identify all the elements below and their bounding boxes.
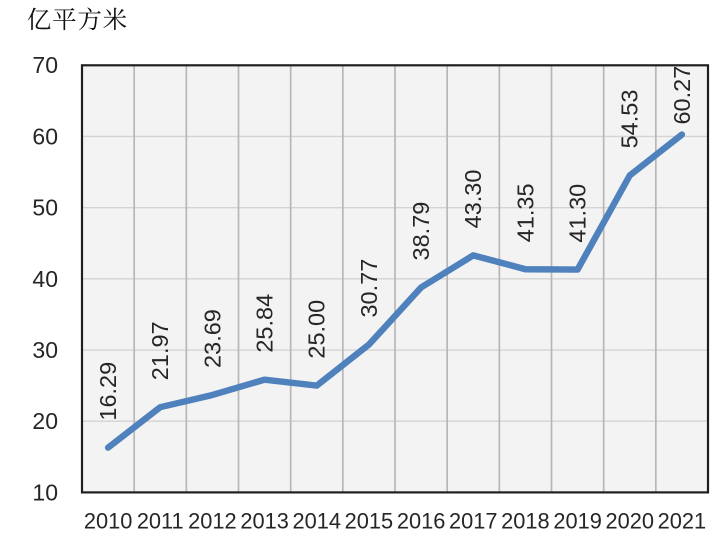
svg-text:2017: 2017 bbox=[449, 509, 498, 534]
svg-text:38.79: 38.79 bbox=[408, 202, 434, 261]
svg-text:41.35: 41.35 bbox=[512, 183, 538, 242]
svg-text:30.77: 30.77 bbox=[356, 259, 382, 318]
svg-text:41.30: 41.30 bbox=[564, 184, 590, 243]
svg-text:2019: 2019 bbox=[553, 509, 602, 534]
svg-text:50: 50 bbox=[32, 195, 58, 221]
svg-text:21.97: 21.97 bbox=[147, 321, 173, 380]
svg-text:40: 40 bbox=[32, 266, 58, 292]
svg-text:2014: 2014 bbox=[293, 509, 342, 534]
svg-text:54.53: 54.53 bbox=[617, 90, 643, 149]
svg-text:2018: 2018 bbox=[501, 509, 550, 534]
svg-text:2012: 2012 bbox=[188, 509, 237, 534]
svg-text:2016: 2016 bbox=[397, 509, 446, 534]
svg-text:43.30: 43.30 bbox=[460, 170, 486, 229]
svg-text:20: 20 bbox=[32, 408, 58, 434]
svg-text:25.84: 25.84 bbox=[251, 294, 277, 353]
svg-text:23.69: 23.69 bbox=[199, 309, 225, 368]
svg-text:2013: 2013 bbox=[240, 509, 289, 534]
svg-text:2011: 2011 bbox=[137, 509, 184, 534]
svg-text:2020: 2020 bbox=[606, 509, 655, 534]
svg-text:70: 70 bbox=[32, 52, 58, 78]
svg-text:60.27: 60.27 bbox=[669, 66, 695, 125]
svg-text:60: 60 bbox=[32, 123, 58, 149]
svg-text:2015: 2015 bbox=[345, 509, 394, 534]
svg-text:16.29: 16.29 bbox=[95, 362, 121, 421]
svg-text:2021: 2021 bbox=[658, 509, 707, 534]
svg-text:30: 30 bbox=[32, 337, 58, 363]
svg-text:25.00: 25.00 bbox=[304, 300, 330, 359]
svg-text:2010: 2010 bbox=[84, 509, 133, 534]
svg-text:10: 10 bbox=[32, 479, 58, 505]
